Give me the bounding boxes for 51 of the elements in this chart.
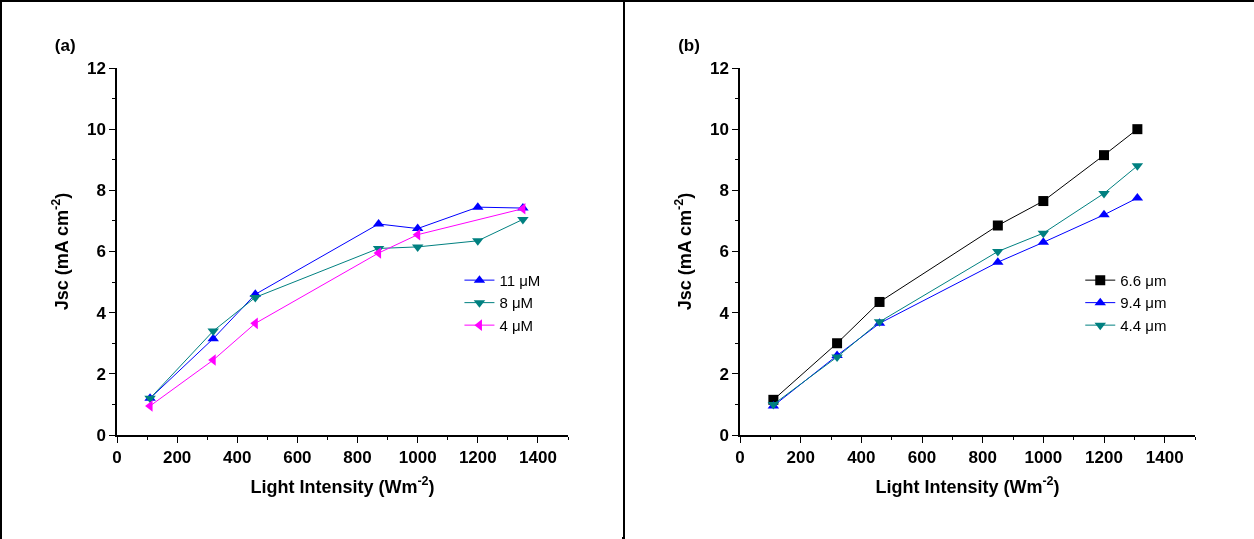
y-tick-label: 2 — [719, 364, 729, 384]
x-tick-label: 1000 — [1024, 448, 1063, 468]
x-tick-label: 400 — [223, 448, 252, 468]
x-axis-title: Light Intensity (Wm$^{-2}$) — [250, 474, 435, 497]
legend-label: 8 μM — [499, 294, 534, 312]
point — [1132, 124, 1143, 135]
x-axis-title: Light Intensity (Wm$^{-2}$) — [875, 474, 1060, 497]
point — [1099, 150, 1109, 161]
x-tick-label: 800 — [343, 448, 372, 468]
y-tick-label: 10 — [86, 120, 106, 140]
y-tick-label: 2 — [96, 364, 106, 384]
y-tick-label: 4 — [719, 303, 730, 323]
point — [832, 338, 843, 349]
point — [1098, 190, 1110, 199]
x-tick-label: 0 — [112, 448, 122, 468]
point — [373, 247, 382, 259]
y-tick-label: 12 — [86, 58, 106, 78]
x-tick-label: 600 — [283, 448, 312, 468]
y-tick-label: 8 — [719, 181, 729, 201]
x-tick-label: 200 — [786, 448, 815, 468]
x-tick-label: 1200 — [1085, 448, 1123, 468]
point — [517, 216, 529, 225]
y-tick-label: 12 — [709, 58, 729, 78]
chart-title: (b) — [678, 36, 700, 56]
chart-title: (a) — [54, 36, 76, 56]
y-tick-label: 4 — [96, 303, 107, 323]
x-tick-label: 800 — [968, 448, 997, 468]
y-tick-label: 8 — [96, 181, 106, 201]
x-tick-label: 1200 — [458, 448, 497, 468]
y-tick-label: 10 — [709, 120, 729, 140]
x-tick-label: 400 — [847, 448, 876, 468]
point — [207, 333, 219, 342]
y-tick-label: 0 — [96, 425, 106, 445]
point — [1098, 209, 1110, 218]
point — [1038, 196, 1049, 207]
legend-label: 6.6 μm — [1120, 271, 1167, 289]
x-tick-label: 0 — [735, 448, 745, 468]
x-tick-label: 1000 — [398, 448, 437, 468]
x-tick-label: 600 — [907, 448, 937, 468]
point — [874, 296, 885, 307]
y-tick-label: 6 — [96, 242, 106, 262]
legend-label: 9.4 μm — [1120, 294, 1167, 312]
legend-label: 4.4 μm — [1120, 316, 1167, 334]
x-tick-label: 1400 — [1145, 448, 1184, 468]
y-tick-label: 6 — [719, 242, 729, 262]
point — [992, 220, 1003, 231]
legend-label: 4 μM — [499, 316, 534, 334]
y-tick-label: 0 — [719, 425, 729, 445]
x-tick-label: 200 — [162, 448, 192, 468]
x-tick-label: 1400 — [519, 448, 557, 468]
legend-label: 11 μM — [499, 271, 541, 289]
